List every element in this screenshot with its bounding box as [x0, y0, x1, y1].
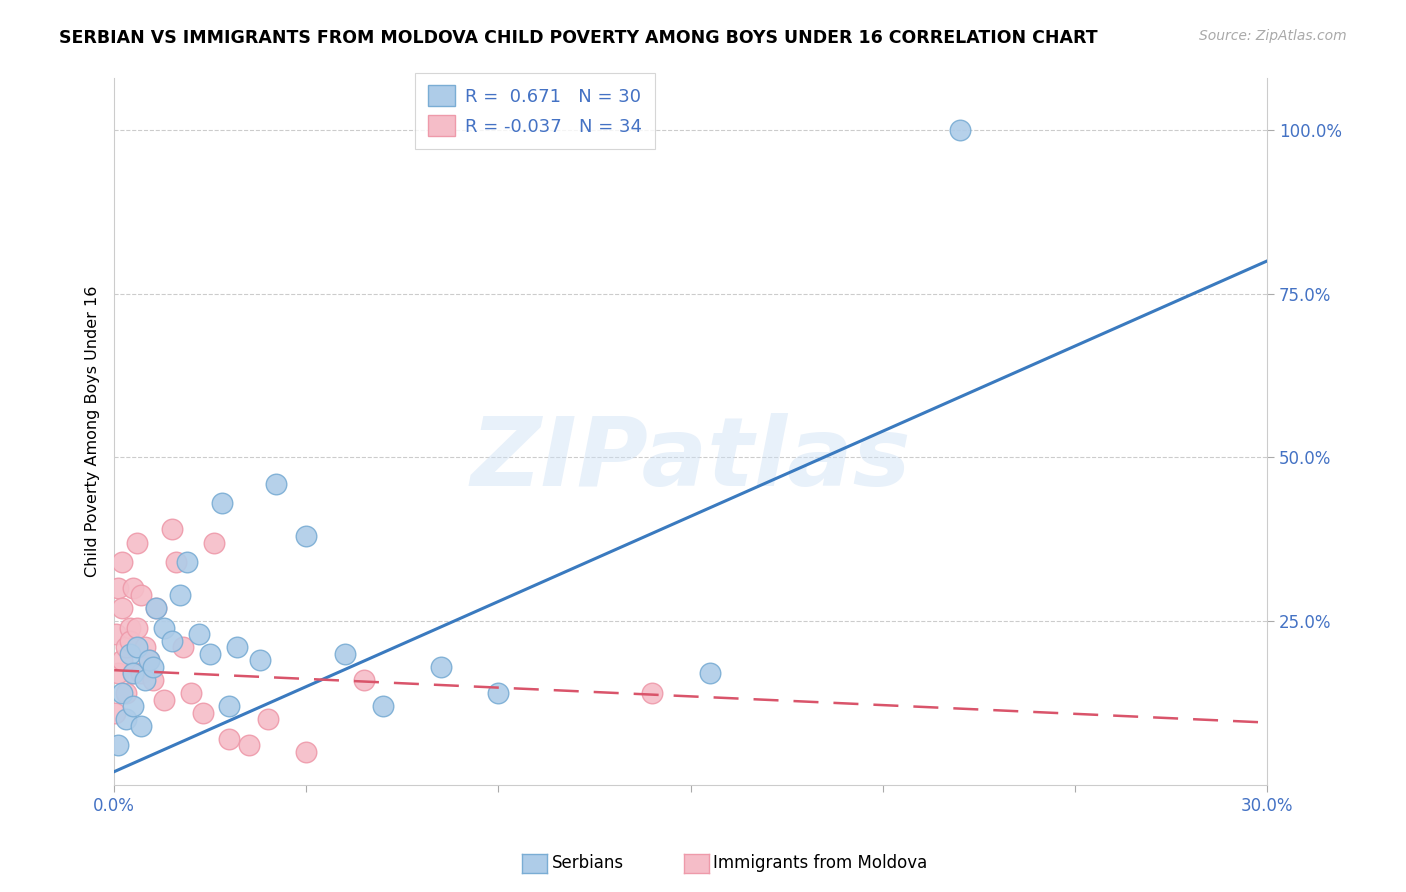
Point: [218, 731, 240, 746]
Point: [249, 653, 271, 667]
Point: [176, 555, 198, 569]
Point: [118, 633, 141, 648]
Point: [127, 621, 149, 635]
Point: [488, 686, 510, 700]
Point: [105, 627, 128, 641]
Point: [111, 653, 134, 667]
Point: [211, 496, 233, 510]
Point: [114, 712, 136, 726]
Point: [122, 582, 145, 596]
Point: [104, 706, 127, 720]
Point: [111, 686, 134, 700]
Legend: R =  0.671   N = 30, R = -0.037   N = 34: R = 0.671 N = 30, R = -0.037 N = 34: [415, 72, 655, 149]
Text: Source: ZipAtlas.com: Source: ZipAtlas.com: [1199, 29, 1347, 43]
Point: [107, 739, 129, 753]
Point: [111, 555, 134, 569]
Point: [118, 647, 141, 661]
Point: [191, 706, 214, 720]
Point: [226, 640, 249, 655]
Point: [948, 123, 970, 137]
Point: [153, 621, 176, 635]
Point: [118, 621, 141, 635]
Point: [165, 555, 187, 569]
Point: [138, 653, 160, 667]
Text: ZIPatlas: ZIPatlas: [470, 413, 911, 506]
Point: [295, 745, 318, 759]
Point: [333, 647, 356, 661]
Point: [134, 673, 156, 687]
Point: [202, 535, 225, 549]
Point: [641, 686, 664, 700]
Point: [238, 739, 260, 753]
Point: [134, 640, 156, 655]
Point: [430, 660, 453, 674]
Point: [127, 535, 149, 549]
Point: [180, 686, 202, 700]
Point: [138, 653, 160, 667]
Point: [172, 640, 194, 655]
Point: [122, 666, 145, 681]
Point: [142, 660, 165, 674]
Text: Serbians: Serbians: [551, 855, 623, 872]
Point: [257, 712, 280, 726]
Point: [107, 582, 129, 596]
Text: SERBIAN VS IMMIGRANTS FROM MOLDOVA CHILD POVERTY AMONG BOYS UNDER 16 CORRELATION: SERBIAN VS IMMIGRANTS FROM MOLDOVA CHILD…: [59, 29, 1098, 46]
Point: [107, 666, 129, 681]
Point: [153, 692, 176, 706]
Point: [122, 666, 145, 681]
Text: Immigrants from Moldova: Immigrants from Moldova: [713, 855, 928, 872]
Point: [373, 699, 395, 714]
Point: [142, 673, 165, 687]
Point: [218, 699, 240, 714]
Point: [145, 601, 167, 615]
Point: [353, 673, 375, 687]
Point: [160, 523, 183, 537]
Point: [699, 666, 721, 681]
Point: [129, 588, 152, 602]
Point: [114, 686, 136, 700]
Point: [264, 476, 287, 491]
Y-axis label: Child Poverty Among Boys Under 16: Child Poverty Among Boys Under 16: [86, 285, 100, 577]
Point: [129, 666, 152, 681]
Point: [114, 640, 136, 655]
Point: [145, 601, 167, 615]
Point: [169, 588, 191, 602]
Point: [295, 529, 318, 543]
Point: [129, 719, 152, 733]
Point: [127, 640, 149, 655]
Point: [160, 633, 183, 648]
Point: [187, 627, 209, 641]
Point: [122, 699, 145, 714]
Point: [111, 601, 134, 615]
Point: [200, 647, 222, 661]
